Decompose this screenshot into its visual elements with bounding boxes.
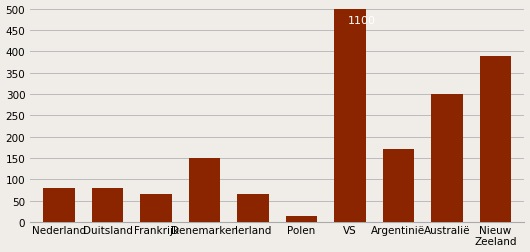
Bar <box>92 188 123 222</box>
Bar <box>431 94 463 222</box>
Bar <box>237 195 269 222</box>
Bar <box>286 216 317 222</box>
Text: 1100: 1100 <box>348 16 376 26</box>
Bar <box>383 150 414 222</box>
Bar <box>480 56 511 222</box>
Bar <box>140 195 172 222</box>
Bar <box>189 159 220 222</box>
Bar <box>43 188 75 222</box>
Bar <box>334 10 366 222</box>
